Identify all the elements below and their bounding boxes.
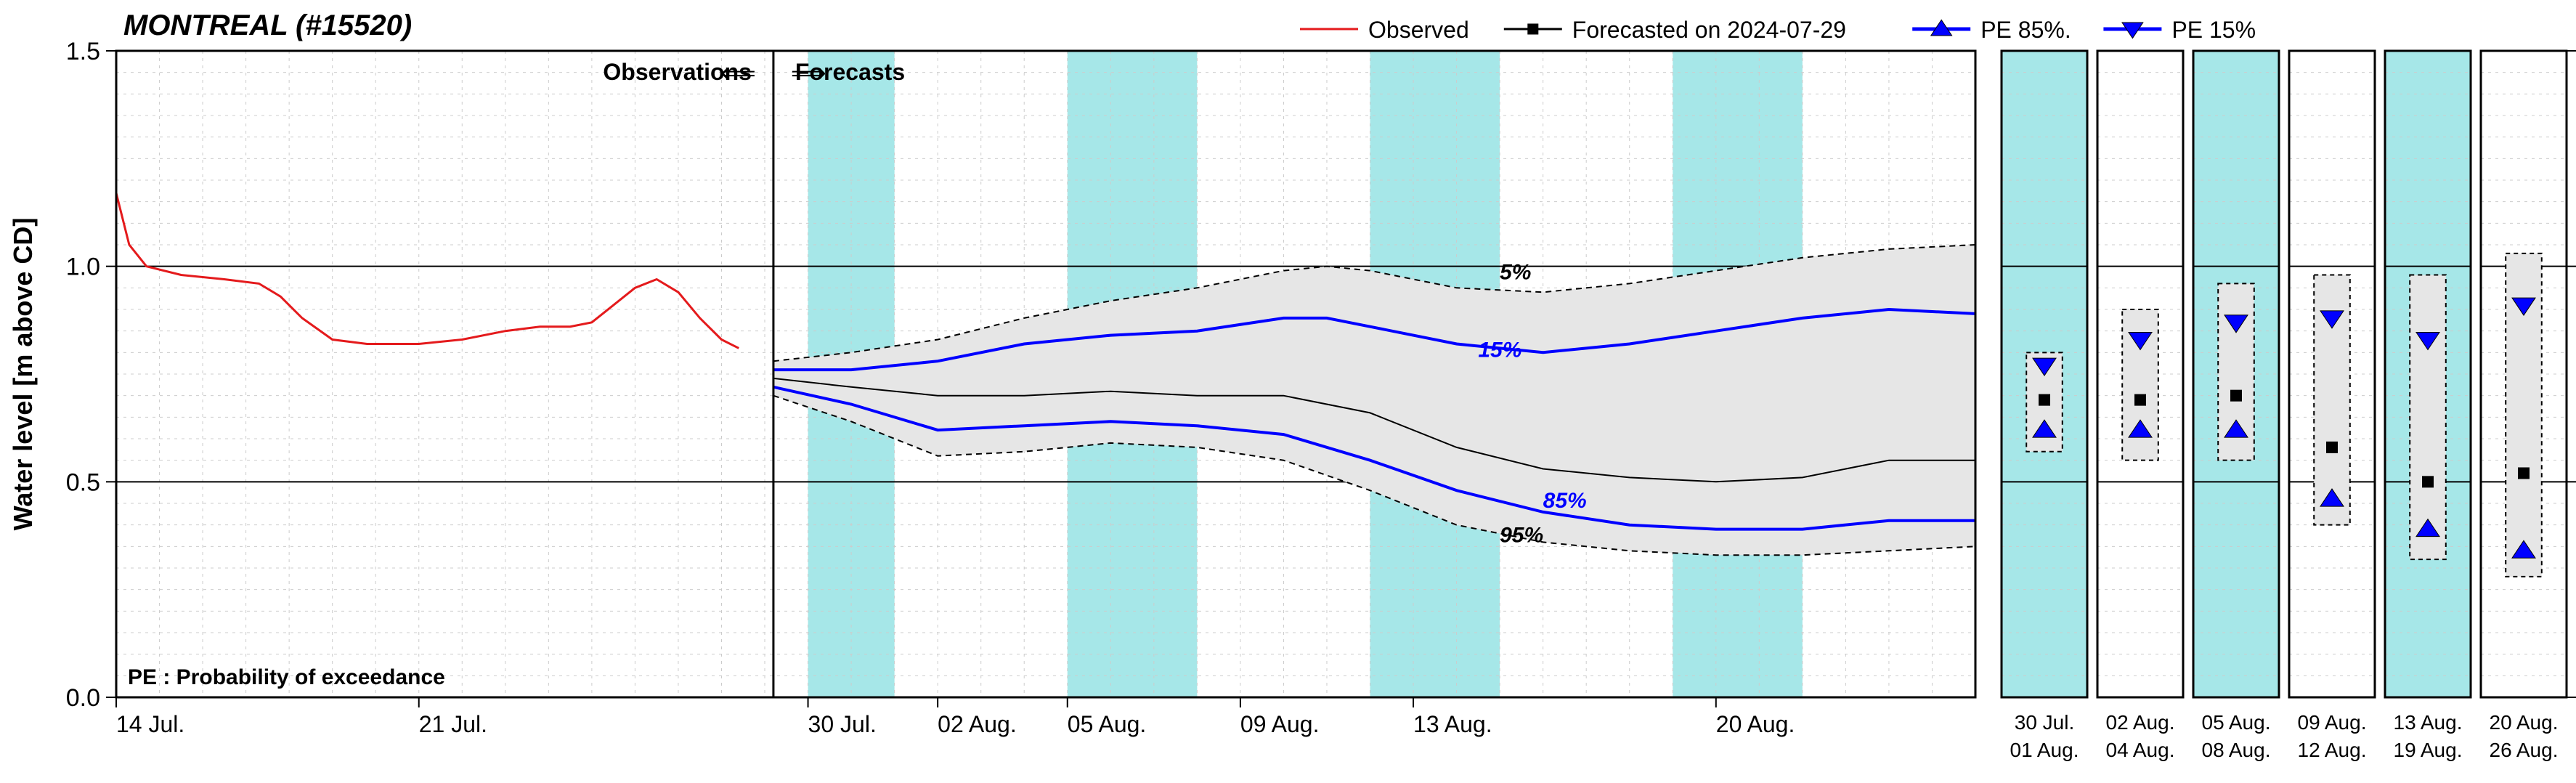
x-tick-label: 09 Aug.	[1240, 711, 1320, 737]
side-panel-label-bottom: 04 Aug.	[2106, 739, 2175, 761]
square-marker-icon	[2422, 476, 2434, 487]
side-panel: 30 Jul. 01 Aug.	[2002, 51, 2087, 761]
side-panel-label-bottom: 12 Aug.	[2298, 739, 2367, 761]
legend-label: Observed	[1368, 17, 1469, 43]
side-panel-label-bottom: 26 Aug.	[2490, 739, 2559, 761]
side-panel: 05 Aug. 08 Aug.	[2193, 51, 2279, 761]
y-tick-label-left: 1.0	[66, 253, 100, 281]
square-marker-icon	[2518, 467, 2530, 479]
side-panel: 13 Aug. 19 Aug.	[2385, 51, 2471, 761]
y-axis-label: Water level [m above CD]	[8, 218, 38, 531]
legend-label: PE 15%	[2171, 17, 2256, 43]
x-tick-label: 30 Jul.	[808, 711, 877, 737]
y-tick-label-left: 0.0	[66, 684, 100, 712]
side-panel-label-top: 09 Aug.	[2298, 711, 2367, 734]
side-panel-label-top: 30 Jul.	[2015, 711, 2075, 734]
side-panel-label-top: 02 Aug.	[2106, 711, 2175, 734]
y-tick-label-left: 1.5	[66, 38, 100, 65]
x-tick-label: 13 Aug.	[1413, 711, 1492, 737]
square-marker-icon	[2326, 442, 2338, 453]
forecasts-label: Forecasts	[795, 59, 905, 85]
pe15-label: 15%	[1478, 338, 1521, 362]
square-marker-icon	[2230, 390, 2242, 402]
pe5-label: 5%	[1500, 260, 1531, 284]
side-panel-label-bottom: 01 Aug.	[2010, 739, 2079, 761]
x-tick-label: 14 Jul.	[116, 711, 184, 737]
side-panel-label-top: 20 Aug.	[2490, 711, 2559, 734]
legend-label: Forecasted on 2024-07-29	[1572, 17, 1846, 43]
chart-svg: 5%95%15%85%Observations⟸⟹Forecasts14 Jul…	[0, 0, 2576, 783]
x-tick-label: 05 Aug.	[1068, 711, 1147, 737]
side-confidence-box	[2410, 275, 2446, 560]
x-tick-label: 21 Jul.	[419, 711, 487, 737]
square-marker-icon	[1528, 24, 1538, 34]
page-title: MONTREAL (#15520)	[123, 9, 412, 41]
pe95-label: 95%	[1500, 523, 1543, 547]
side-panel-label-bottom: 19 Aug.	[2394, 739, 2463, 761]
y-tick-label-left: 0.5	[66, 468, 100, 496]
square-marker-icon	[2134, 394, 2146, 406]
side-panel-label-bottom: 08 Aug.	[2202, 739, 2271, 761]
x-tick-label: 20 Aug.	[1716, 711, 1795, 737]
pe85-label: 85%	[1543, 489, 1587, 513]
footnote-label: PE : Probability of exceedance	[128, 665, 445, 689]
side-panel-label-top: 05 Aug.	[2202, 711, 2271, 734]
arrow-left-icon: ⟸	[720, 60, 756, 87]
x-tick-label: 02 Aug.	[938, 711, 1017, 737]
side-panel-label-top: 13 Aug.	[2394, 711, 2463, 734]
square-marker-icon	[2039, 394, 2050, 406]
legend-label: PE 85%.	[1980, 17, 2071, 43]
water-level-forecast-chart: 5%95%15%85%Observations⟸⟹Forecasts14 Jul…	[0, 0, 2576, 783]
